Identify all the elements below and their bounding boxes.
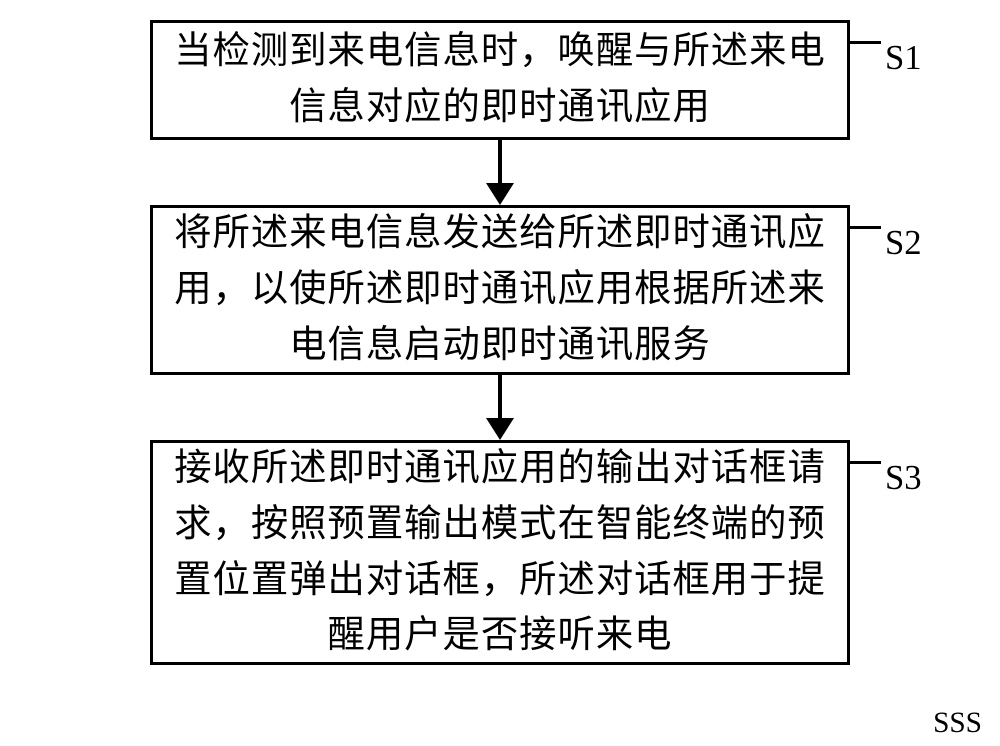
flow-step-text: 接收所述即时通讯应用的输出对话框请求，按照预置输出模式在智能终端的预置位置弹出对… [173, 441, 827, 665]
flow-step-s1: 当检测到来电信息时，唤醒与所述来电信息对应的即时通讯应用 S1 [150, 20, 850, 140]
flow-step-s2: 将所述来电信息发送给所述即时通讯应用，以使所述即时通讯应用根据所述来电信息启动即… [150, 205, 850, 375]
arrow-icon [482, 375, 518, 440]
label-connector [847, 226, 881, 229]
label-connector [847, 41, 881, 44]
flowchart-container: 当检测到来电信息时，唤醒与所述来电信息对应的即时通讯应用 S1 将所述来电信息发… [80, 20, 920, 665]
flow-step-label: S3 [885, 459, 922, 498]
flow-step-s3: 接收所述即时通讯应用的输出对话框请求，按照预置输出模式在智能终端的预置位置弹出对… [150, 440, 850, 665]
flow-step-label: S1 [885, 39, 922, 78]
flow-step-text: 当检测到来电信息时，唤醒与所述来电信息对应的即时通讯应用 [173, 24, 827, 136]
flow-step-text: 将所述来电信息发送给所述即时通讯应用，以使所述即时通讯应用根据所述来电信息启动即… [173, 206, 827, 374]
flow-arrow [80, 140, 920, 205]
label-connector [847, 461, 881, 464]
flow-arrow [80, 375, 920, 440]
flow-step-label: S2 [885, 224, 922, 263]
arrow-icon [482, 140, 518, 205]
corner-text: SSS [933, 707, 982, 740]
